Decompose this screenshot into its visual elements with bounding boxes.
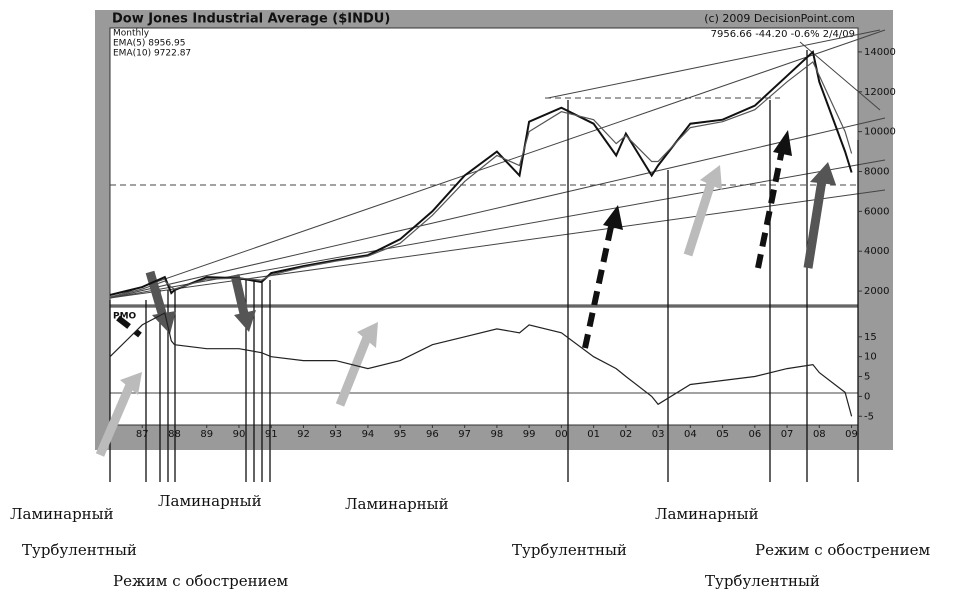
regime-label: Турбулентный bbox=[22, 541, 137, 559]
x-tick-label: 89 bbox=[200, 429, 213, 440]
x-tick-label: 93 bbox=[329, 429, 342, 440]
x-tick-label: 96 bbox=[426, 429, 439, 440]
regime-label: Турбулентный bbox=[705, 572, 820, 590]
y-tick-label: 10000 bbox=[864, 127, 896, 138]
legend-text: EMA(5) 8956.95 bbox=[113, 39, 185, 49]
y2-tick-label: -5 bbox=[864, 411, 874, 422]
regime-label: Режим с обострением bbox=[755, 541, 931, 559]
legend-text: Monthly bbox=[113, 29, 150, 39]
x-tick-label: 97 bbox=[458, 429, 471, 440]
data-line bbox=[109, 49, 853, 296]
x-tick-label: 03 bbox=[652, 429, 665, 440]
source: (c) 2009 DecisionPoint.com bbox=[704, 12, 855, 25]
regime-label: Ламинарный bbox=[345, 495, 449, 513]
x-tick-label: 99 bbox=[523, 429, 536, 440]
regime-label: Ламинарный bbox=[158, 492, 262, 510]
x-tick-label: 02 bbox=[619, 429, 632, 440]
pmo-panel bbox=[109, 306, 859, 426]
regime-label: Ламинарный bbox=[10, 505, 114, 523]
x-tick-label: 88 bbox=[168, 429, 181, 440]
x-tick-label: 06 bbox=[748, 429, 761, 440]
chart-title: Dow Jones Industrial Average ($INDU) bbox=[112, 12, 390, 27]
arrows bbox=[95, 130, 836, 457]
x-tick-label: 98 bbox=[491, 429, 504, 440]
x-tick-label: 90 bbox=[233, 429, 246, 440]
x-tick-label: 05 bbox=[716, 429, 729, 440]
pmo-label: PMO bbox=[113, 312, 137, 322]
x-tick-label: 91 bbox=[265, 429, 278, 440]
regime-label: Турбулентный bbox=[512, 541, 627, 559]
x-tick-label: 92 bbox=[297, 429, 310, 440]
y-tick-label: 2000 bbox=[864, 286, 889, 297]
y-tick-label: 4000 bbox=[864, 246, 889, 257]
y2-tick-label: 10 bbox=[864, 352, 877, 363]
x-tick-label: 08 bbox=[813, 429, 826, 440]
y2-tick-label: 15 bbox=[864, 332, 877, 343]
regime-lines bbox=[109, 50, 859, 482]
x-tick-label: 95 bbox=[394, 429, 407, 440]
data-line bbox=[109, 60, 853, 298]
data-line bbox=[109, 312, 853, 417]
x-tick-label: 00 bbox=[555, 429, 568, 440]
y2-tick-label: 5 bbox=[864, 372, 870, 383]
x-tick-label: 01 bbox=[587, 429, 600, 440]
x-tick-label: 04 bbox=[684, 429, 697, 440]
last-quote: 7956.66 -44.20 -0.6% 2/4/09 bbox=[711, 29, 855, 40]
x-tick-label: 09 bbox=[845, 429, 858, 440]
y-tick-label: 14000 bbox=[864, 47, 896, 58]
x-tick-label: 94 bbox=[362, 429, 375, 440]
y-tick-label: 6000 bbox=[864, 206, 889, 217]
regime-label: Режим с обострением bbox=[113, 572, 289, 590]
legend-text: EMA(10) 9722.87 bbox=[113, 49, 191, 59]
regime-label: Ламинарный bbox=[655, 505, 759, 523]
x-tick-label: 87 bbox=[136, 429, 149, 440]
x-tick-label: 07 bbox=[781, 429, 794, 440]
y-tick-label: 8000 bbox=[864, 166, 889, 177]
y-tick-label: 12000 bbox=[864, 87, 896, 98]
y2-tick-label: 0 bbox=[864, 391, 870, 402]
